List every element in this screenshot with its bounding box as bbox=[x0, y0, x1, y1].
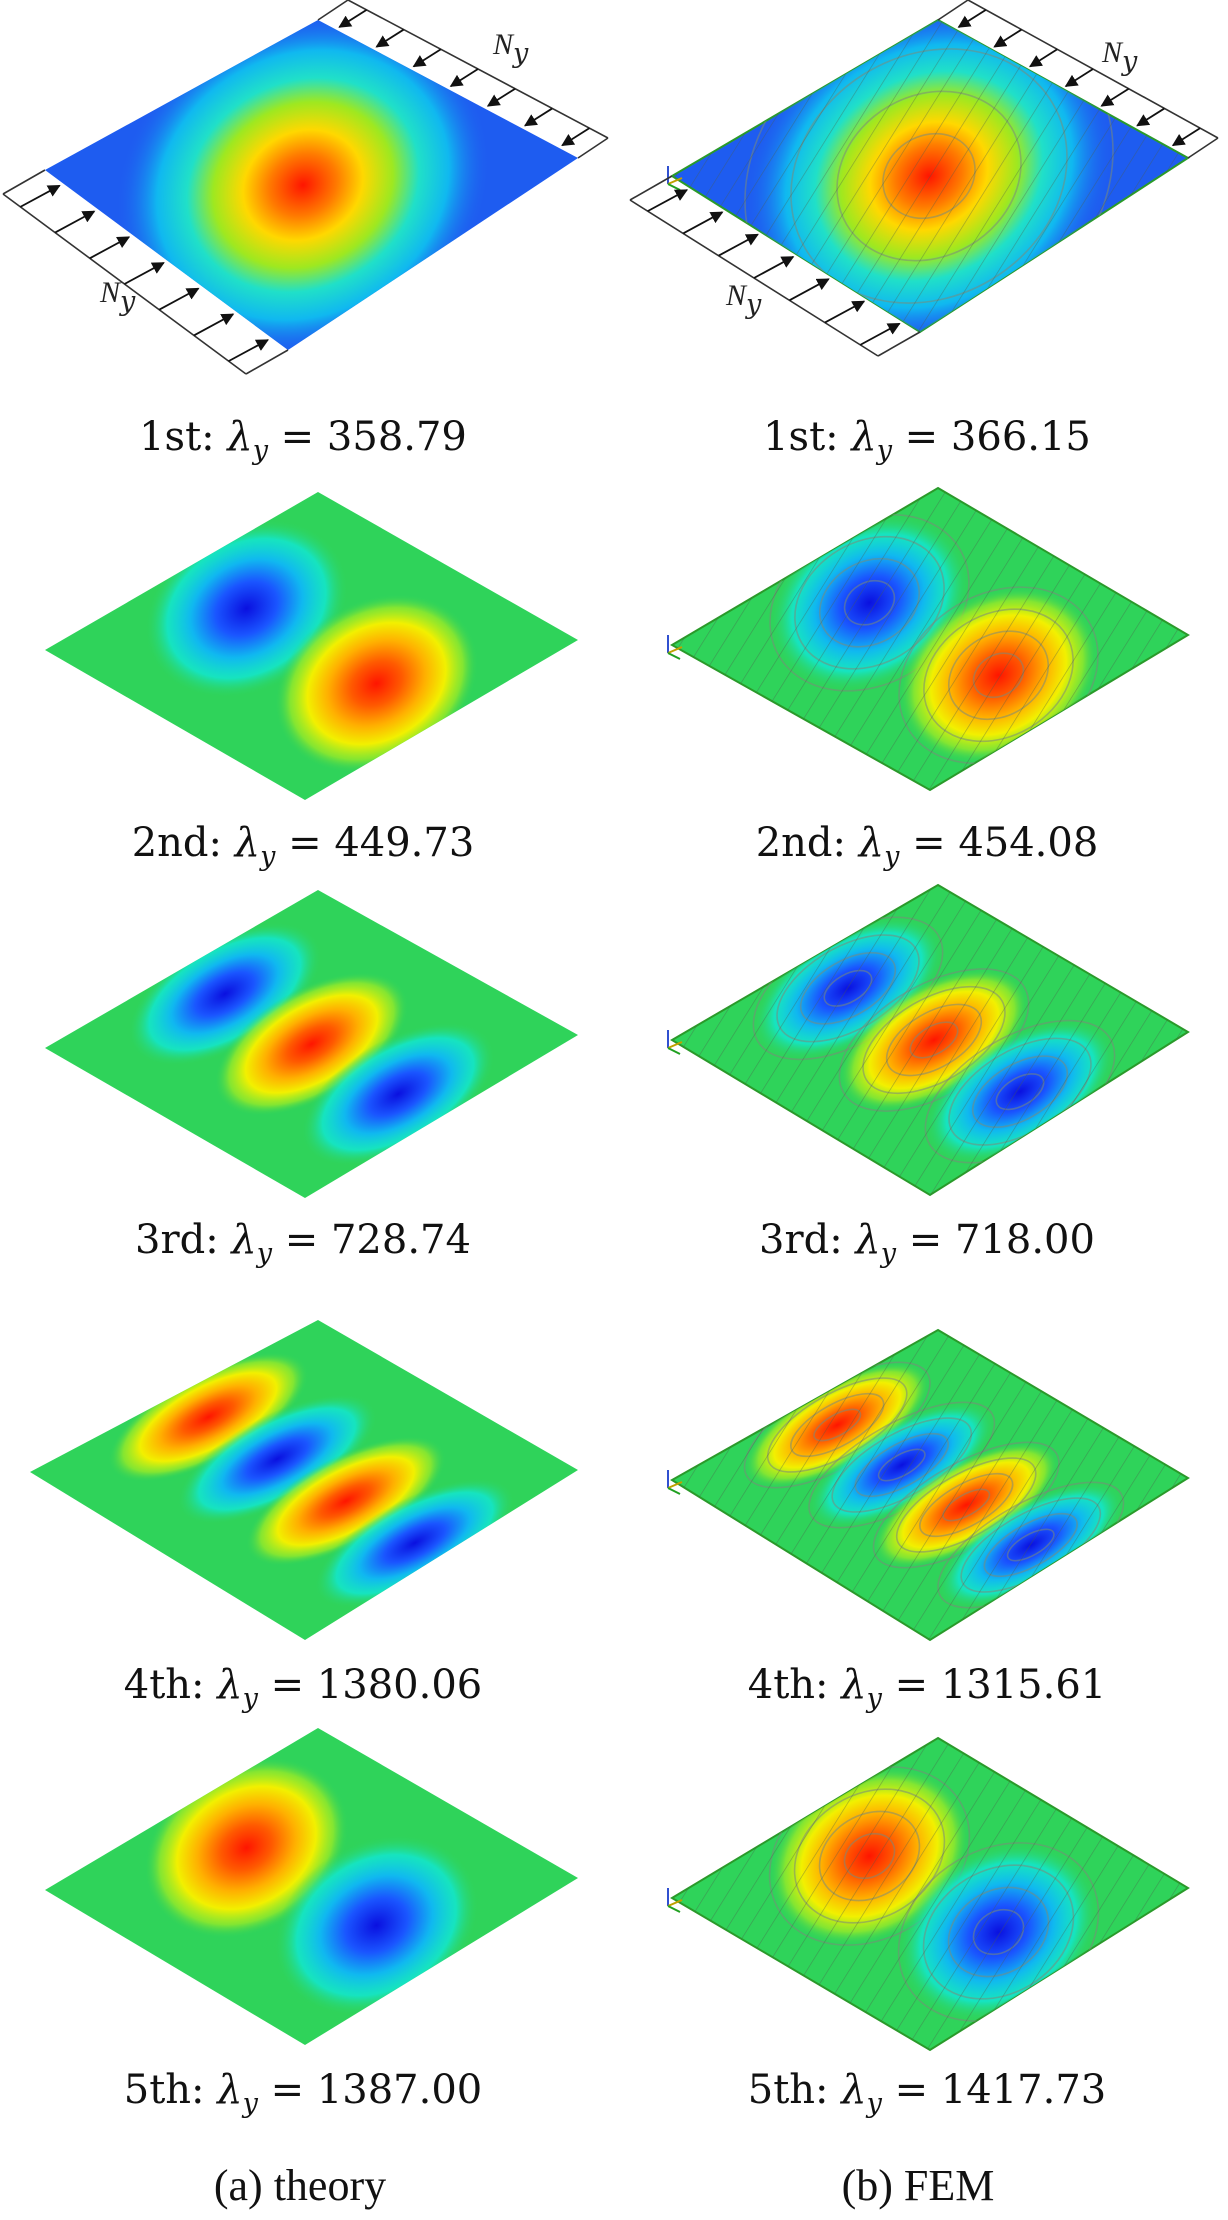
theory-mode-5-plate bbox=[45, 1728, 578, 2045]
theory-column-caption: (a) theory bbox=[214, 2161, 386, 2210]
load-label-ny-fem-bottom: Ny bbox=[725, 279, 762, 320]
fem-mode-2-plate bbox=[667, 486, 1190, 792]
corrugation-lines bbox=[672, 488, 1188, 790]
theory-mode-3-plate bbox=[45, 890, 578, 1198]
theory-mode-4-caption: 4th: λy = 1380.06 bbox=[124, 1662, 482, 1714]
fem-mode-4-plate bbox=[667, 1328, 1190, 1642]
fem-mode-5-plate bbox=[667, 1736, 1190, 2052]
negative-lobe bbox=[314, 1478, 515, 1608]
theory-mode-1-plate bbox=[45, 20, 578, 350]
corrugation-lines bbox=[672, 1330, 1188, 1640]
axis-triad-icon bbox=[667, 1470, 683, 1495]
fem-mode-1-caption: 1st: λy = 366.15 bbox=[763, 414, 1091, 466]
load-label-ny-theory-top: Ny bbox=[492, 28, 529, 69]
negative-lobe bbox=[177, 1394, 378, 1524]
mode-shape-plates bbox=[30, 18, 1190, 2052]
fem-mode-2-caption: 2nd: λy = 454.08 bbox=[756, 820, 1099, 872]
positive-lobe bbox=[115, 20, 491, 350]
fem-top-load-arrows bbox=[937, 0, 1219, 159]
load-label-ny-theory-bottom: Ny bbox=[99, 276, 136, 317]
theory-mode-4-plate bbox=[30, 1320, 578, 1640]
corrugation-lines bbox=[672, 1738, 1188, 2050]
fem-mode-3-caption: 3rd: λy = 718.00 bbox=[759, 1217, 1095, 1269]
corrugation-lines bbox=[672, 20, 1188, 332]
fem-mode-3-plate bbox=[667, 883, 1190, 1197]
theory-mode-2-caption: 2nd: λy = 449.73 bbox=[132, 820, 475, 872]
positive-lobe bbox=[108, 1352, 309, 1482]
axis-triad-icon bbox=[667, 166, 683, 191]
edge-load-arrows bbox=[2, 0, 1219, 375]
fem-mode-4-caption: 4th: λy = 1315.61 bbox=[748, 1662, 1106, 1714]
theory-mode-5-caption: 5th: λy = 1387.00 bbox=[124, 2067, 482, 2119]
corrugation-lines bbox=[672, 885, 1188, 1195]
fem-mode-1-plate bbox=[667, 18, 1190, 334]
load-label-ny-fem-top: Ny bbox=[1101, 36, 1138, 77]
axis-triad-icon bbox=[667, 635, 683, 660]
theory-mode-1-caption: 1st: λy = 358.79 bbox=[139, 414, 467, 466]
positive-lobe bbox=[274, 594, 479, 773]
theory-top-load-arrows bbox=[317, 0, 609, 159]
fem-bottom-load-arrows bbox=[629, 175, 921, 357]
negative-lobe bbox=[128, 922, 322, 1066]
fem-column-caption: (b) FEM bbox=[842, 2161, 995, 2210]
negative-lobe bbox=[301, 1022, 495, 1166]
axis-triad-icon bbox=[667, 1030, 683, 1055]
axis-triad-icon bbox=[667, 1888, 683, 1913]
positive-lobe bbox=[245, 1436, 446, 1566]
theory-bottom-load-arrows bbox=[2, 169, 289, 375]
positive-lobe bbox=[214, 972, 409, 1116]
fem-mode-5-caption: 5th: λy = 1417.73 bbox=[748, 2067, 1106, 2119]
theory-mode-3-caption: 3rd: λy = 728.74 bbox=[135, 1217, 471, 1269]
theory-mode-2-plate bbox=[45, 492, 578, 800]
